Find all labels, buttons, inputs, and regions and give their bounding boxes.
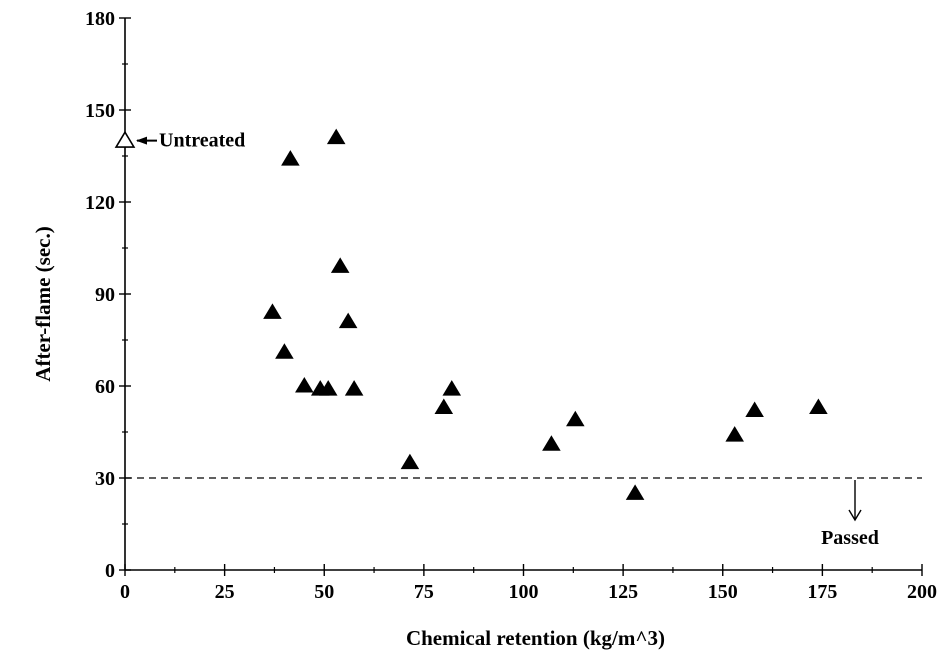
x-tick-label: 125 — [608, 581, 638, 603]
y-tick-label: 0 — [105, 560, 115, 582]
data-point — [281, 150, 300, 166]
x-axis: 0 25 50 75 100 125 150 175 200 — [120, 564, 937, 603]
untreated-point — [114, 130, 136, 148]
y-tick-label: 180 — [85, 8, 115, 30]
y-tick-label: 60 — [95, 376, 115, 398]
annotations: Untreated Passed — [136, 130, 879, 549]
untreated-pointer-arrowhead — [136, 136, 147, 145]
data-point — [295, 377, 314, 393]
data-point — [745, 401, 764, 418]
y-axis: 0 30 60 90 120 150 180 — [85, 8, 131, 582]
passed-arrow-head — [848, 509, 862, 522]
data-point — [344, 380, 364, 396]
data-point — [338, 312, 358, 329]
y-tick-label: 120 — [85, 192, 115, 214]
y-tick-label: 30 — [95, 468, 115, 490]
data-point — [330, 257, 350, 273]
data-point — [275, 343, 294, 359]
y-axis-title: After-flame (sec.) — [31, 226, 55, 381]
y-tick-label: 90 — [95, 284, 115, 306]
data-point — [400, 453, 420, 470]
x-tick-label: 0 — [120, 581, 130, 603]
data-point — [725, 426, 744, 442]
x-tick-label: 50 — [314, 581, 334, 603]
data-point — [809, 398, 828, 414]
x-tick-label: 25 — [215, 581, 235, 603]
data-point — [625, 484, 645, 500]
data-point — [263, 303, 282, 319]
data-point — [326, 128, 346, 145]
x-tick-label: 75 — [414, 581, 434, 603]
data-points — [114, 128, 828, 500]
untreated-label: Untreated — [159, 130, 245, 152]
y-tick-label: 150 — [85, 100, 115, 122]
data-point — [442, 380, 462, 396]
x-tick-label: 200 — [907, 581, 937, 603]
data-point — [318, 380, 338, 396]
x-tick-label: 175 — [807, 581, 837, 603]
data-point — [566, 410, 585, 427]
x-tick-label: 150 — [708, 581, 738, 603]
data-point — [542, 435, 561, 451]
passed-label: Passed — [821, 527, 879, 549]
data-point — [434, 398, 454, 414]
x-tick-label: 100 — [509, 581, 539, 603]
x-axis-title: Chemical retention (kg/m^3) — [406, 626, 665, 650]
